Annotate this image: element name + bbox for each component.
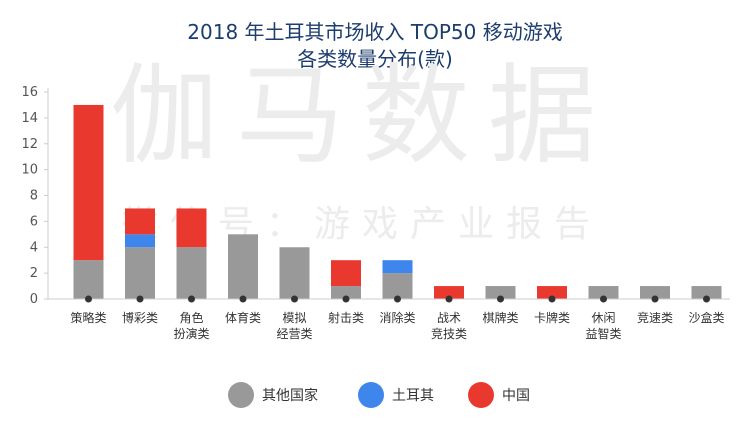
- x-tick-label: 角色扮演类: [173, 311, 209, 341]
- legend-label-other: 其他国家: [262, 388, 318, 404]
- x-tick-label: 棋牌类: [482, 311, 518, 325]
- x-tick-label: 沙盒类: [688, 310, 724, 325]
- bar-segment-other: [176, 247, 207, 299]
- x-tick-dot: [548, 295, 556, 303]
- bar-segment-china: [331, 260, 361, 287]
- bar-segment-other: [125, 247, 155, 299]
- x-axis: 策略类 博彩类 角色扮演类 体育类 模拟经营类 射击类 消除类 战术竞技类 棋牌类 卡牌类 休闲益智…: [48, 295, 730, 341]
- x-tick-dot: [445, 295, 453, 303]
- x-tick-dot: [188, 295, 195, 303]
- legend-item-other: 其他国家: [228, 380, 318, 410]
- x-tick-label: 消除类: [379, 310, 415, 325]
- bar-segment-other: [73, 260, 104, 299]
- y-tick-label: 8: [30, 189, 38, 204]
- bar-segment-china: [73, 104, 104, 261]
- bar-segment-turkey: [125, 234, 155, 248]
- x-tick-label: 休闲益智类: [585, 311, 621, 341]
- bar-segment-other: [485, 286, 516, 299]
- y-tick-label: 16: [21, 85, 38, 100]
- bar-segment-other: [382, 273, 413, 299]
- x-tick-dot: [291, 295, 298, 303]
- x-tick-label: 竞速类: [637, 311, 673, 325]
- legend-swatch-other: [228, 382, 254, 408]
- x-tick-label: 战术竞技类: [431, 311, 467, 341]
- legend-label-china: 中国: [502, 388, 530, 404]
- bar-segment-china: [434, 286, 464, 299]
- x-tick-label: 射击类: [328, 310, 364, 325]
- bar-segment-other: [331, 286, 361, 299]
- bar-segment-china: [176, 208, 207, 248]
- x-tick-label: 卡牌类: [534, 311, 570, 325]
- bar-segment-turkey: [382, 260, 413, 274]
- y-tick-label: 0: [30, 292, 38, 307]
- chart-subtitle: 各类数量分布(款): [297, 47, 453, 71]
- y-tick-label: 6: [30, 214, 38, 229]
- x-tick-label: 体育类: [225, 310, 261, 325]
- bar-segment-other: [228, 234, 258, 299]
- bar-segment-other: [588, 286, 619, 299]
- bars: [73, 104, 722, 299]
- bar-segment-china: [537, 286, 567, 299]
- legend-swatch-turkey: [358, 382, 384, 408]
- y-axis: 0 2 4 6 8 10 12 14 16: [21, 85, 49, 307]
- y-tick-label: 10: [21, 163, 38, 178]
- x-tick-dot: [600, 295, 607, 303]
- x-tick-dot: [394, 295, 401, 303]
- bar-segment-other: [691, 286, 722, 299]
- x-tick-dot: [239, 295, 247, 303]
- legend-item-china: 中国: [468, 380, 530, 410]
- x-tick-label: 博彩类: [122, 310, 158, 325]
- x-tick-label: 策略类: [70, 310, 106, 325]
- y-tick-label: 4: [30, 240, 38, 255]
- bar-segment-other: [279, 247, 310, 299]
- y-tick-label: 2: [30, 266, 38, 281]
- legend-item-turkey: 土耳其: [358, 380, 434, 410]
- legend-label-turkey: 土耳其: [392, 388, 434, 404]
- x-tick-label: 模拟经营类: [276, 311, 312, 341]
- x-tick-dot: [85, 295, 92, 303]
- bar-segment-other: [640, 286, 670, 299]
- chart-title: 2018 年土耳其市场收入 TOP50 移动游戏: [187, 20, 563, 44]
- x-tick-dot: [651, 295, 659, 303]
- x-tick-dot: [136, 295, 144, 303]
- x-tick-dot: [342, 295, 350, 303]
- bar-segment-china: [125, 208, 155, 235]
- x-tick-dot: [703, 295, 710, 303]
- x-tick-dot: [497, 295, 504, 303]
- legend-swatch-china: [468, 382, 494, 408]
- y-tick-label: 12: [21, 137, 38, 152]
- y-tick-label: 14: [21, 111, 38, 126]
